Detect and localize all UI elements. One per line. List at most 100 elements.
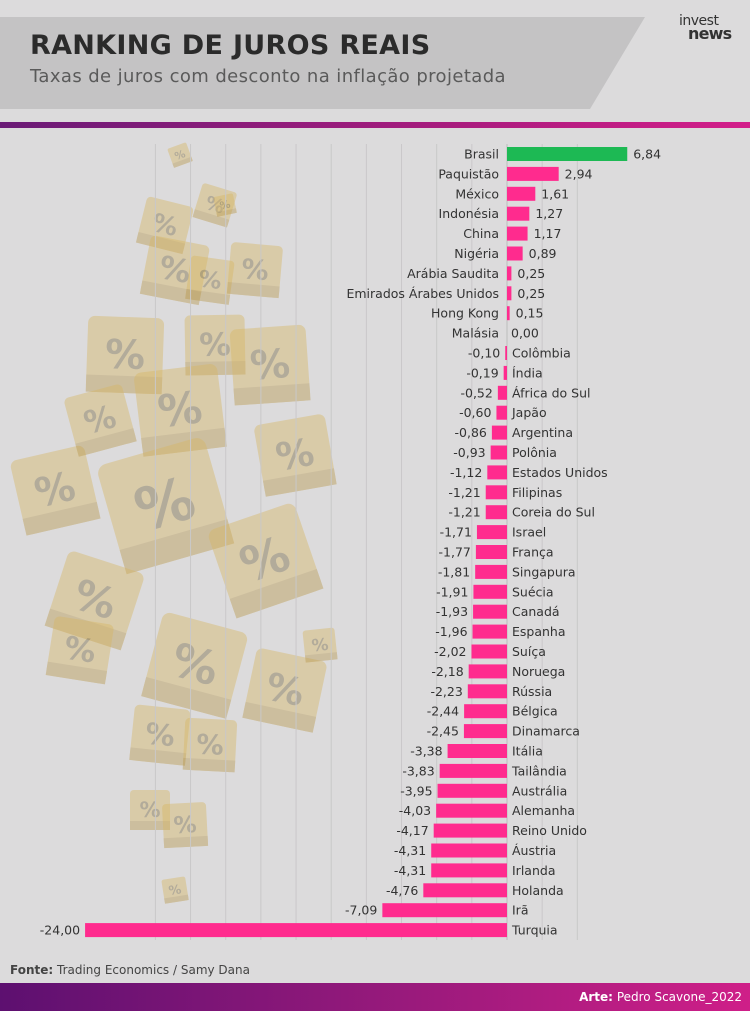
percent-cube-icon: % bbox=[45, 616, 114, 685]
value-label: -1,77 bbox=[439, 545, 471, 560]
bar-8 bbox=[507, 306, 510, 321]
category-label: Canadá bbox=[512, 604, 560, 619]
bar-33 bbox=[436, 803, 507, 818]
accent-gradient-bar bbox=[0, 122, 750, 128]
percent-cube-icon: % bbox=[302, 627, 338, 663]
category-label: Irlanda bbox=[512, 863, 555, 878]
bars: Brasil 6,84 Paquistão 2,94 México 1,61 Indonés… bbox=[40, 147, 661, 938]
bar-31 bbox=[439, 763, 507, 778]
header-band bbox=[0, 17, 750, 109]
bar-22 bbox=[473, 584, 507, 599]
category-label: Argentina bbox=[512, 425, 573, 440]
category-label: Noruega bbox=[512, 664, 565, 679]
bar-34 bbox=[433, 823, 507, 838]
value-label: -1,12 bbox=[450, 465, 482, 480]
category-label: Tailândia bbox=[511, 763, 567, 778]
category-label: Suécia bbox=[512, 584, 554, 599]
bar-21 bbox=[475, 564, 507, 579]
gridlines bbox=[154, 144, 578, 940]
svg-text:%: % bbox=[144, 716, 177, 753]
category-label: Singapura bbox=[512, 564, 576, 579]
value-label: 1,61 bbox=[541, 186, 569, 201]
category-label: Espanha bbox=[512, 624, 566, 639]
category-label: Indonésia bbox=[439, 206, 499, 221]
value-label: -2,23 bbox=[430, 684, 462, 699]
percent-cube-icon: % bbox=[167, 142, 193, 168]
source-note: Fonte: Trading Economics / Samy Dana bbox=[10, 963, 250, 977]
category-label: Emirados Árabes Unidos bbox=[346, 286, 499, 301]
bar-29 bbox=[463, 724, 507, 739]
value-label: 0,00 bbox=[511, 326, 539, 341]
svg-text:%: % bbox=[62, 630, 99, 670]
value-label: 1,27 bbox=[535, 206, 563, 221]
bar-18 bbox=[485, 505, 507, 520]
bar-24 bbox=[472, 624, 507, 639]
category-label: Arábia Saudita bbox=[407, 266, 499, 281]
svg-text:%: % bbox=[173, 148, 187, 163]
bar-26 bbox=[468, 664, 507, 679]
value-label: 6,84 bbox=[633, 147, 661, 162]
bar-6 bbox=[507, 266, 512, 281]
svg-text:%: % bbox=[168, 881, 183, 898]
bar-16 bbox=[487, 465, 507, 480]
value-label: -1,21 bbox=[448, 485, 480, 500]
svg-text:%: % bbox=[248, 341, 291, 390]
bar-25 bbox=[471, 644, 507, 659]
category-label: Coreia do Sul bbox=[512, 505, 595, 520]
value-label: -4,17 bbox=[396, 823, 428, 838]
category-label: México bbox=[455, 186, 499, 201]
value-label: -0,86 bbox=[455, 425, 487, 440]
bar-20 bbox=[475, 545, 507, 559]
category-label: Hong Kong bbox=[431, 306, 499, 321]
svg-text:%: % bbox=[272, 430, 317, 480]
value-label: -0,93 bbox=[453, 445, 485, 460]
value-label: 1,17 bbox=[534, 226, 562, 241]
category-label: Austrália bbox=[512, 783, 567, 798]
value-label: -2,18 bbox=[431, 664, 463, 679]
bar-7 bbox=[507, 286, 512, 301]
value-label: 0,25 bbox=[517, 266, 545, 281]
bar-35 bbox=[431, 843, 507, 858]
value-label: 0,15 bbox=[516, 306, 544, 321]
value-label: -1,21 bbox=[448, 505, 480, 520]
svg-text:%: % bbox=[240, 254, 270, 287]
value-label: -1,71 bbox=[440, 525, 472, 540]
value-label: -1,93 bbox=[436, 604, 468, 619]
value-label: -7,09 bbox=[345, 903, 377, 918]
bar-37 bbox=[423, 883, 507, 898]
svg-text:%: % bbox=[156, 250, 194, 291]
category-label: Alemanha bbox=[512, 803, 575, 818]
percent-cube-icon: % bbox=[85, 315, 165, 395]
percent-cube-icon: % bbox=[44, 551, 144, 651]
category-label: Malásia bbox=[452, 326, 499, 341]
svg-text:%: % bbox=[173, 812, 197, 839]
percent-cube-icon: % bbox=[242, 648, 327, 733]
category-label: Turquia bbox=[511, 923, 558, 938]
value-label: -0,52 bbox=[461, 385, 493, 400]
value-label: -1,81 bbox=[438, 564, 470, 579]
bar-32 bbox=[437, 783, 507, 798]
svg-text:%: % bbox=[197, 266, 224, 295]
chart-subtitle: Taxas de juros com desconto na inflação … bbox=[30, 66, 506, 87]
bar-39 bbox=[85, 923, 507, 938]
bar-17 bbox=[485, 485, 507, 500]
value-label: -3,95 bbox=[400, 783, 432, 798]
bar-19 bbox=[476, 525, 507, 540]
value-label: -3,38 bbox=[410, 744, 442, 759]
percent-cube-icon: % bbox=[98, 438, 235, 575]
percent-cube-icon: % bbox=[162, 802, 209, 849]
bar-10 bbox=[505, 346, 507, 360]
category-label: Índia bbox=[512, 365, 543, 380]
credit-label: Arte: bbox=[579, 990, 613, 1004]
category-label: China bbox=[463, 226, 499, 241]
value-label: -4,31 bbox=[394, 863, 426, 878]
category-label: Áustria bbox=[512, 843, 556, 858]
value-label: -0,60 bbox=[459, 405, 491, 420]
category-label: África do Sul bbox=[512, 385, 591, 400]
value-label: 0,25 bbox=[517, 286, 545, 301]
bar-14 bbox=[491, 425, 507, 440]
chart-title: RANKING DE JUROS REAIS bbox=[30, 30, 431, 61]
bar-4 bbox=[507, 226, 528, 241]
percent-cube-icon: % bbox=[129, 704, 191, 766]
category-label: Nigéria bbox=[454, 246, 499, 261]
